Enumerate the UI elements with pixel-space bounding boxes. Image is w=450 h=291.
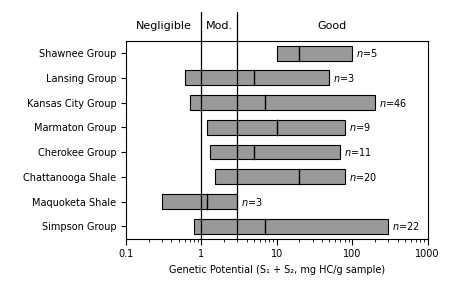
FancyBboxPatch shape xyxy=(184,70,329,85)
Text: Good: Good xyxy=(318,21,347,31)
FancyBboxPatch shape xyxy=(207,120,345,135)
Text: $n$=9: $n$=9 xyxy=(349,121,370,133)
Text: $n$=46: $n$=46 xyxy=(378,97,407,109)
X-axis label: Genetic Potential (S₁ + S₂, mg HC/g sample): Genetic Potential (S₁ + S₂, mg HC/g samp… xyxy=(169,265,385,275)
FancyBboxPatch shape xyxy=(162,194,237,209)
Text: Mod.: Mod. xyxy=(206,21,233,31)
FancyBboxPatch shape xyxy=(277,46,352,61)
FancyBboxPatch shape xyxy=(210,145,341,159)
Text: $n$=5: $n$=5 xyxy=(356,47,378,59)
Text: $n$=11: $n$=11 xyxy=(344,146,372,158)
Text: Negligible: Negligible xyxy=(136,21,192,31)
Text: $n$=3: $n$=3 xyxy=(241,196,263,207)
FancyBboxPatch shape xyxy=(194,219,388,234)
FancyBboxPatch shape xyxy=(215,169,345,184)
Text: $n$=22: $n$=22 xyxy=(392,220,420,232)
FancyBboxPatch shape xyxy=(190,95,375,110)
Text: $n$=3: $n$=3 xyxy=(333,72,355,84)
Text: $n$=20: $n$=20 xyxy=(349,171,377,183)
